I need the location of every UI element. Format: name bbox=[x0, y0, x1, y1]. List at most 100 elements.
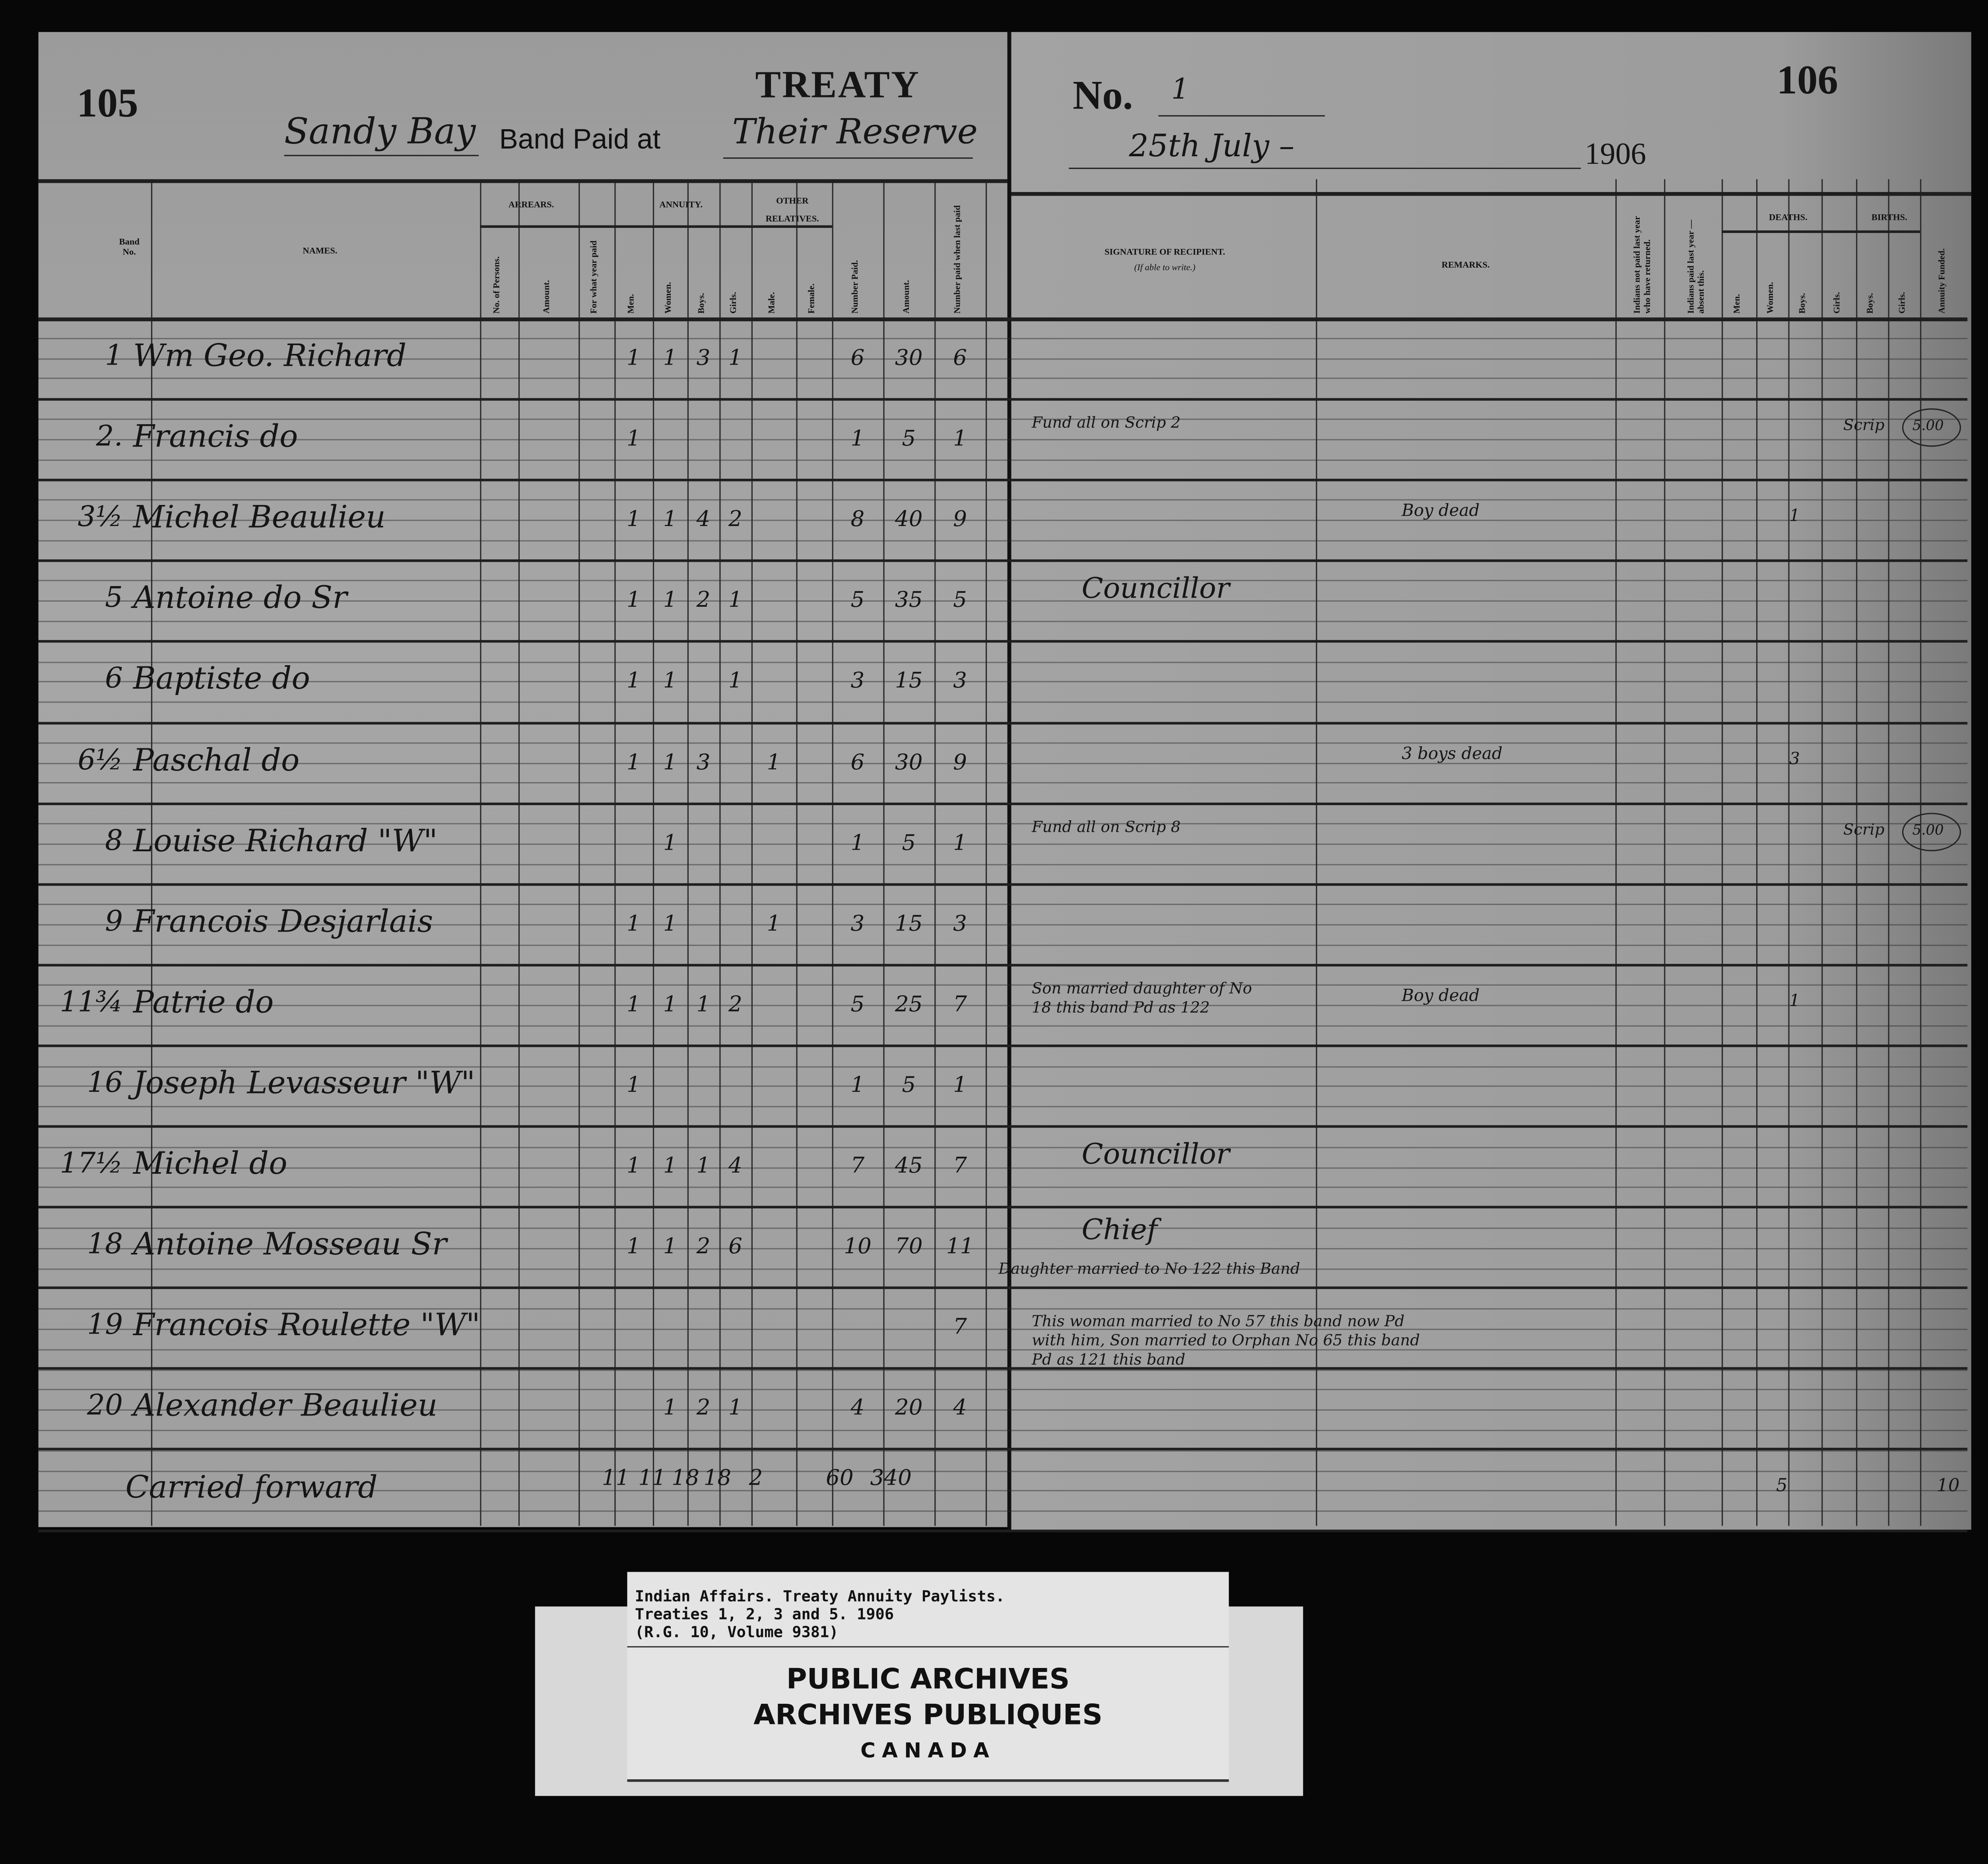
label-divider bbox=[627, 1646, 1229, 1648]
cell-women: 1 bbox=[663, 992, 677, 1017]
ruled-line bbox=[38, 782, 1968, 784]
ruled-line bbox=[38, 1349, 1968, 1350]
cell-band-no: 6½ bbox=[78, 744, 123, 777]
cell-number-paid: 4 bbox=[850, 1396, 865, 1421]
ruled-line bbox=[38, 499, 1968, 501]
cell-number-last: 3 bbox=[953, 911, 967, 937]
header-remarks: REMARKS. bbox=[1441, 260, 1490, 270]
header-boys: Boys. bbox=[695, 293, 706, 314]
cell-band-no: 3½ bbox=[78, 502, 123, 534]
cell-name: Louise Richard "W" bbox=[133, 822, 438, 858]
column-rule bbox=[796, 179, 798, 1526]
cell-girls: 2 bbox=[728, 992, 742, 1017]
cell-number-paid: 5 bbox=[850, 588, 865, 614]
cell-name: Alexander Beaulieu bbox=[133, 1388, 438, 1424]
ruled-line bbox=[38, 1167, 1968, 1169]
carried-deaths-boys: 5 bbox=[1776, 1476, 1788, 1497]
cell-band-no: 11¾ bbox=[60, 986, 123, 1019]
cell-girls: 4 bbox=[728, 1153, 742, 1179]
row-rule bbox=[38, 479, 1968, 482]
column-rule bbox=[1756, 179, 1758, 1526]
page-number-right: 106 bbox=[1776, 56, 1839, 103]
funded-amount: 5.00 bbox=[1912, 821, 1944, 838]
ruled-line bbox=[38, 621, 1968, 622]
table-row: 9 Francois Desjarlais 1 1 1 3 15 3 bbox=[0, 883, 1988, 963]
cell-number-paid: 3 bbox=[850, 911, 865, 937]
cell-boys: 3 bbox=[696, 749, 711, 775]
header-not-paid-returned: Indians not paid last year who have retu… bbox=[1632, 216, 1653, 314]
carried-girls: 18 bbox=[703, 1466, 732, 1492]
cell-number-last: 3 bbox=[953, 668, 967, 695]
ruled-line bbox=[38, 1005, 1968, 1007]
signature-note: Fund all on Scrip 2 bbox=[1031, 414, 1181, 432]
cell-men: 1 bbox=[627, 668, 641, 695]
ruled-line bbox=[38, 984, 1968, 986]
header-arrears: ARREARS. bbox=[508, 200, 554, 210]
ruled-line bbox=[38, 1410, 1968, 1411]
cell-amount: 5 bbox=[902, 830, 916, 856]
cell-band-no: 18 bbox=[87, 1229, 123, 1261]
row-rule bbox=[38, 802, 1968, 805]
ruled-line bbox=[38, 418, 1968, 420]
ruled-line bbox=[38, 580, 1968, 582]
header-arrears-amount: Amount. bbox=[541, 280, 551, 314]
cell-number-paid: 1 bbox=[850, 1072, 865, 1098]
signature-note: This woman married to No 57 this band no… bbox=[1031, 1312, 1420, 1369]
column-rule bbox=[518, 179, 520, 1526]
funded-label: Scrip bbox=[1843, 820, 1885, 838]
row-rule bbox=[38, 1206, 1968, 1209]
ruled-line bbox=[38, 661, 1968, 663]
row-rule bbox=[38, 963, 1968, 966]
cell-girls: 1 bbox=[728, 588, 742, 614]
table-row: 20 Alexander Beaulieu 1 2 1 4 20 4 bbox=[0, 1367, 1988, 1448]
header-d-men: Men. bbox=[1731, 294, 1741, 314]
cell-women: 1 bbox=[663, 668, 677, 695]
header-amount: Amount. bbox=[901, 280, 912, 314]
treaty-number: 1 bbox=[1171, 74, 1189, 107]
cell-women: 1 bbox=[663, 1396, 677, 1421]
stamp-canada: CANADA bbox=[860, 1738, 996, 1763]
cell-name: Wm Geo. Richard bbox=[133, 338, 407, 374]
year: 1906 bbox=[1584, 138, 1646, 172]
treaty-no-underline bbox=[1158, 115, 1325, 116]
column-rule bbox=[1316, 179, 1317, 1526]
cell-men: 1 bbox=[627, 1234, 641, 1260]
deaths-boys-value: 1 bbox=[1789, 992, 1800, 1011]
cell-number-paid: 6 bbox=[850, 346, 865, 371]
cell-boys: 2 bbox=[696, 588, 711, 614]
ruled-line bbox=[38, 944, 1968, 946]
cell-band-no: 6 bbox=[105, 663, 123, 696]
cell-girls: 1 bbox=[728, 1396, 742, 1421]
date-underline bbox=[1069, 167, 1581, 169]
table-row: 17½ Michel do 1 1 1 4 7 45 7 Councillor bbox=[0, 1125, 1988, 1206]
cell-number-paid: 1 bbox=[850, 426, 865, 452]
ruled-line bbox=[38, 1106, 1968, 1108]
cell-number-paid: 8 bbox=[850, 507, 865, 533]
header-annuity-funded: Annuity Funded. bbox=[1936, 248, 1947, 314]
carried-male: 2 bbox=[749, 1466, 763, 1492]
column-rule bbox=[1722, 179, 1723, 1526]
table-row: 19 Francois Roulette "W" 7 This woman marri… bbox=[0, 1287, 1988, 1369]
column-rule bbox=[1788, 179, 1790, 1526]
subheader-rule bbox=[480, 225, 832, 228]
page-number-left: 105 bbox=[77, 79, 138, 126]
cell-men: 1 bbox=[627, 1153, 641, 1179]
header-arrears-persons: No. of Persons. bbox=[491, 256, 502, 314]
cell-name: Antoine do Sr bbox=[133, 580, 348, 616]
column-rule bbox=[1664, 179, 1666, 1526]
header-women: Women. bbox=[662, 282, 673, 314]
header-male: Male. bbox=[766, 292, 777, 314]
header-paid-absent: Indians paid last year — absent this. bbox=[1685, 219, 1706, 314]
column-rule bbox=[883, 179, 885, 1526]
column-rule bbox=[1920, 179, 1922, 1526]
ruled-line bbox=[38, 904, 1968, 905]
cell-men: 1 bbox=[627, 426, 641, 452]
cell-amount: 70 bbox=[895, 1234, 923, 1260]
cell-number-paid: 10 bbox=[844, 1234, 872, 1260]
cell-band-no: 16 bbox=[87, 1067, 123, 1100]
cell-band-no: 8 bbox=[105, 825, 123, 857]
header-female: Female. bbox=[806, 283, 817, 314]
ruled-line bbox=[38, 681, 1968, 683]
table-row: 16 Joseph Levasseur "W" 1 1 5 1 bbox=[0, 1045, 1988, 1125]
